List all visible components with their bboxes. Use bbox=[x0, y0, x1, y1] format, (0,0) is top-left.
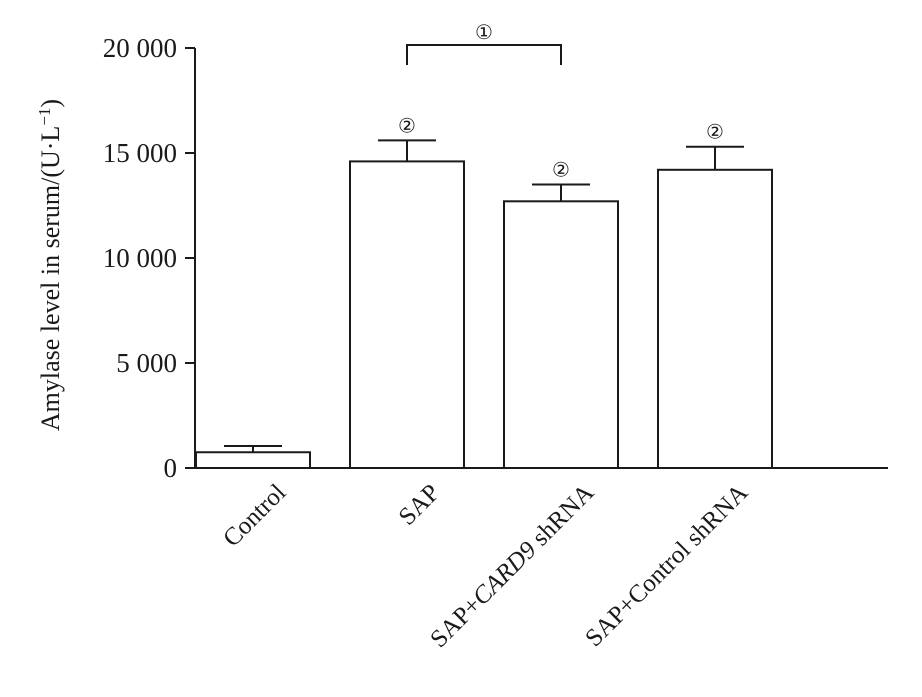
comparison-bracket bbox=[406, 44, 562, 65]
category-label: SAP+CARD9 shRNA bbox=[425, 479, 599, 653]
y-tick-label: 20 000 bbox=[103, 33, 177, 63]
y-tick-label: 15 000 bbox=[103, 138, 177, 168]
category-label: SAP+Control shRNA bbox=[580, 479, 753, 652]
comparison-marker: ① bbox=[475, 22, 493, 44]
bar bbox=[503, 200, 619, 470]
category-label: Control bbox=[218, 479, 291, 552]
error-bar bbox=[224, 444, 282, 453]
y-axis-title: Amylase level in serum/(U·L−1) bbox=[35, 99, 66, 431]
error-bar bbox=[378, 139, 436, 162]
error-bar bbox=[532, 183, 590, 202]
bar bbox=[195, 451, 311, 469]
significance-marker: ② bbox=[398, 115, 416, 137]
bar bbox=[657, 168, 773, 470]
bars bbox=[195, 139, 773, 470]
error-bar bbox=[686, 145, 744, 170]
y-tick-label: 5 000 bbox=[116, 348, 177, 378]
y-axis-title-close: ) bbox=[36, 99, 65, 108]
y-tick-label: 10 000 bbox=[103, 243, 177, 273]
y-axis-title-exponent: −1 bbox=[35, 108, 54, 126]
category-label: SAP bbox=[394, 479, 446, 531]
annotations: ② ② ② ① bbox=[398, 22, 724, 182]
bar bbox=[349, 160, 465, 469]
y-tick-label: 0 bbox=[164, 453, 178, 483]
significance-marker: ② bbox=[706, 122, 724, 144]
significance-marker: ② bbox=[552, 160, 570, 182]
y-axis: 0 5 000 10 000 15 000 20 000 bbox=[103, 33, 196, 483]
